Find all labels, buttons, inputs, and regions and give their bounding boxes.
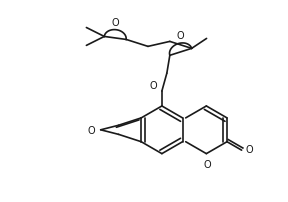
Text: O: O	[204, 159, 211, 169]
Text: O: O	[87, 125, 95, 135]
Text: O: O	[149, 81, 157, 91]
Text: O: O	[177, 31, 185, 41]
Text: O: O	[111, 18, 119, 27]
Text: O: O	[246, 144, 253, 154]
